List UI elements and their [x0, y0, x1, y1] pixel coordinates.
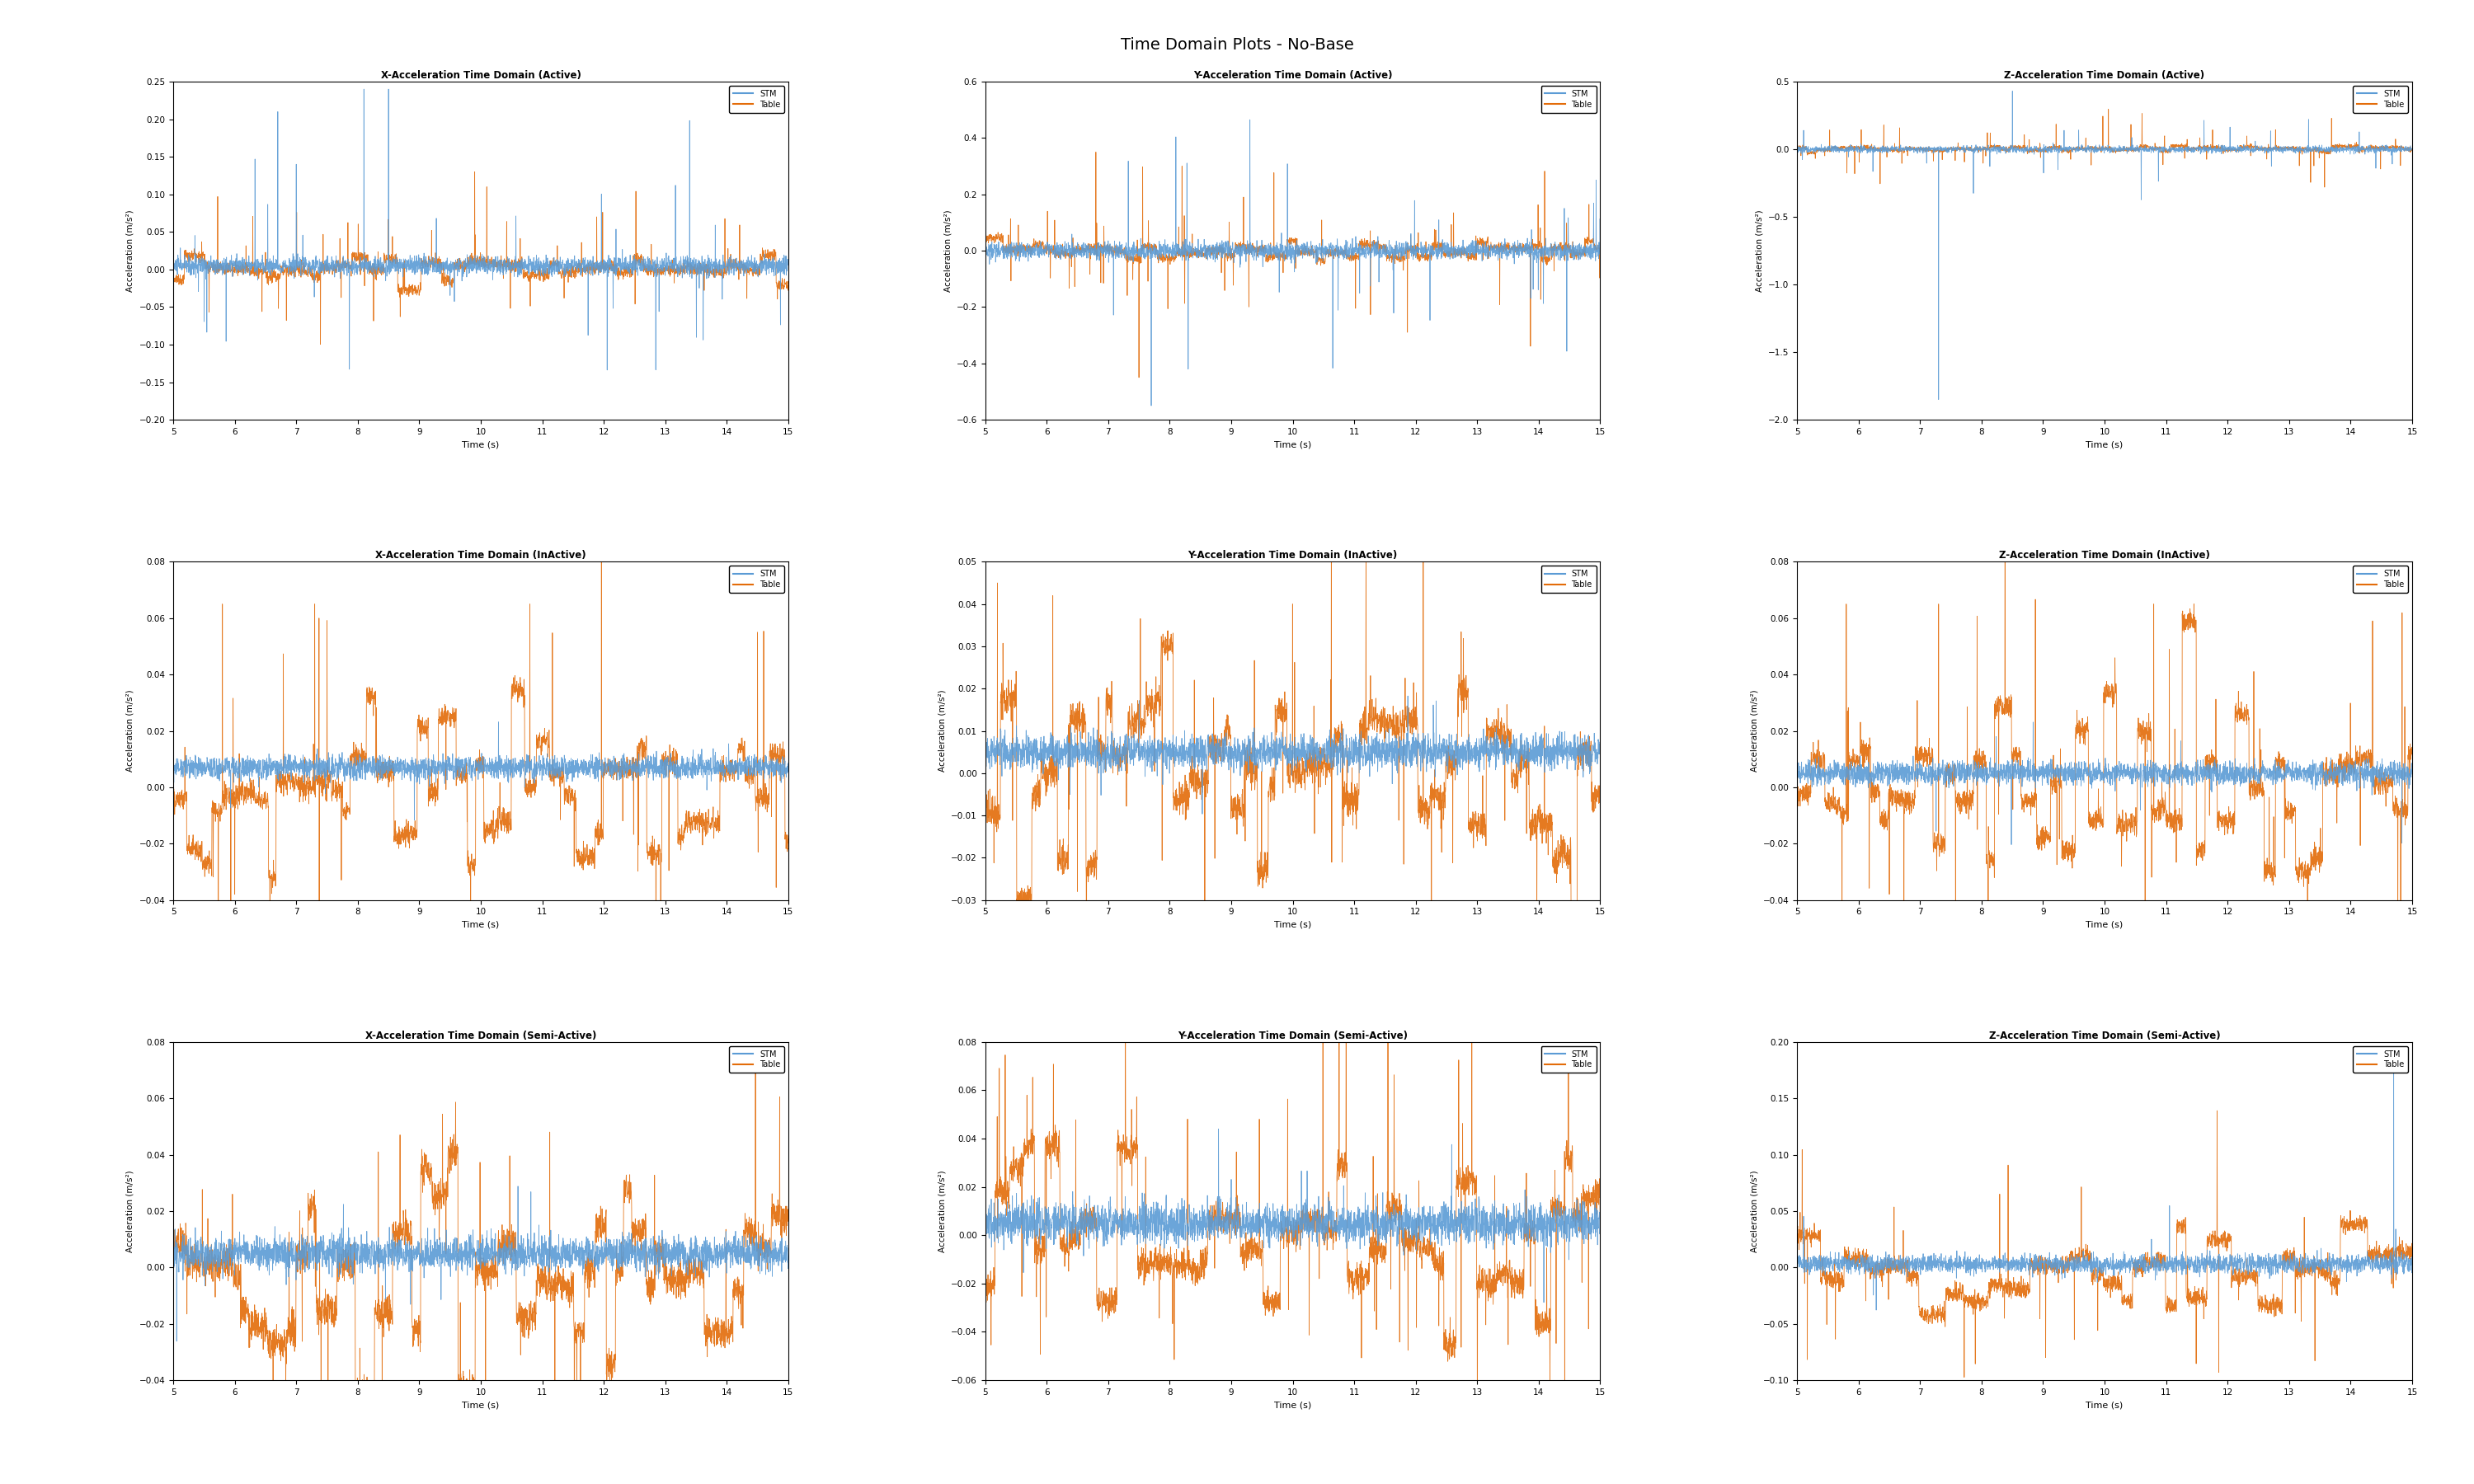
Title: Z-Acceleration Time Domain (Semi-Active): Z-Acceleration Time Domain (Semi-Active): [1989, 1030, 2219, 1040]
Title: Z-Acceleration Time Domain (InActive): Z-Acceleration Time Domain (InActive): [1999, 551, 2209, 561]
Y-axis label: Acceleration (m/s²): Acceleration (m/s²): [943, 209, 952, 292]
Legend: STM, Table: STM, Table: [730, 565, 784, 592]
Title: Y-Acceleration Time Domain (Active): Y-Acceleration Time Domain (Active): [1192, 70, 1393, 80]
X-axis label: Time (s): Time (s): [1274, 1401, 1311, 1410]
Legend: STM, Table: STM, Table: [1541, 1046, 1596, 1073]
Y-axis label: Acceleration (m/s²): Acceleration (m/s²): [126, 1169, 134, 1252]
Legend: STM, Table: STM, Table: [1541, 565, 1596, 592]
Y-axis label: Acceleration (m/s²): Acceleration (m/s²): [126, 690, 134, 772]
X-axis label: Time (s): Time (s): [2086, 920, 2123, 929]
X-axis label: Time (s): Time (s): [463, 920, 500, 929]
Legend: STM, Table: STM, Table: [2353, 1046, 2407, 1073]
Title: X-Acceleration Time Domain (Semi-Active): X-Acceleration Time Domain (Semi-Active): [366, 1030, 596, 1040]
Legend: STM, Table: STM, Table: [1541, 86, 1596, 113]
X-axis label: Time (s): Time (s): [1274, 920, 1311, 929]
Title: Y-Acceleration Time Domain (InActive): Y-Acceleration Time Domain (InActive): [1188, 551, 1398, 561]
Title: X-Acceleration Time Domain (Active): X-Acceleration Time Domain (Active): [381, 70, 581, 80]
Legend: STM, Table: STM, Table: [2353, 565, 2407, 592]
Title: Y-Acceleration Time Domain (Semi-Active): Y-Acceleration Time Domain (Semi-Active): [1178, 1030, 1408, 1040]
Legend: STM, Table: STM, Table: [730, 1046, 784, 1073]
Text: Time Domain Plots - No-Base: Time Domain Plots - No-Base: [1121, 37, 1353, 53]
Y-axis label: Acceleration (m/s²): Acceleration (m/s²): [1749, 1169, 1759, 1252]
Y-axis label: Acceleration (m/s²): Acceleration (m/s²): [938, 690, 948, 772]
Legend: STM, Table: STM, Table: [730, 86, 784, 113]
X-axis label: Time (s): Time (s): [1274, 441, 1311, 448]
Title: Z-Acceleration Time Domain (Active): Z-Acceleration Time Domain (Active): [2004, 70, 2204, 80]
X-axis label: Time (s): Time (s): [463, 1401, 500, 1410]
Y-axis label: Acceleration (m/s²): Acceleration (m/s²): [1754, 209, 1764, 292]
X-axis label: Time (s): Time (s): [2086, 441, 2123, 448]
Y-axis label: Acceleration (m/s²): Acceleration (m/s²): [1749, 690, 1759, 772]
Y-axis label: Acceleration (m/s²): Acceleration (m/s²): [938, 1169, 948, 1252]
Y-axis label: Acceleration (m/s²): Acceleration (m/s²): [126, 209, 134, 292]
X-axis label: Time (s): Time (s): [2086, 1401, 2123, 1410]
Title: X-Acceleration Time Domain (InActive): X-Acceleration Time Domain (InActive): [376, 551, 586, 561]
X-axis label: Time (s): Time (s): [463, 441, 500, 448]
Legend: STM, Table: STM, Table: [2353, 86, 2407, 113]
